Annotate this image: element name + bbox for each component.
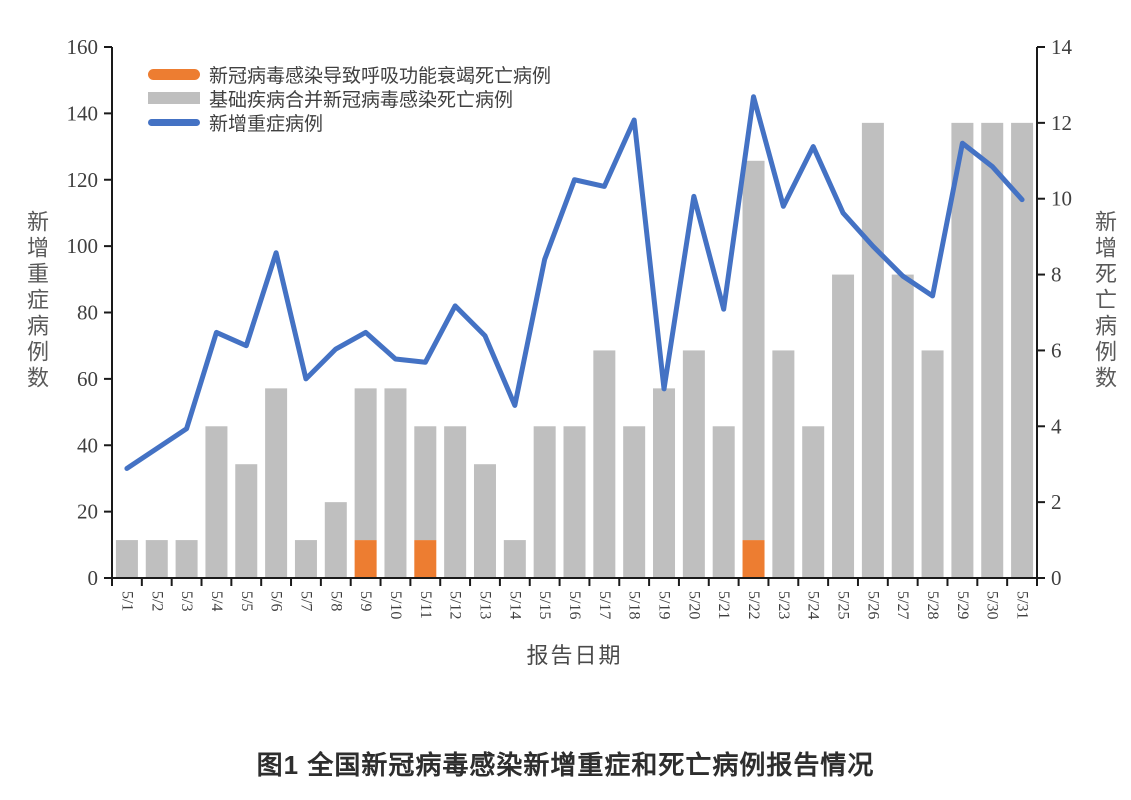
death-bar-gray-5/13 xyxy=(473,464,496,578)
death-bar-gray-5/25 xyxy=(832,274,855,578)
right-axis-tick-label: 14 xyxy=(1051,35,1073,59)
death-bar-gray-5/12 xyxy=(444,426,467,578)
left-axis-tick-label: 80 xyxy=(77,301,98,325)
x-axis-tick-label: 5/16 xyxy=(566,591,583,619)
death-bar-gray-5/5 xyxy=(235,464,258,578)
right-axis-tick-label: 12 xyxy=(1051,111,1072,135)
legend-swatch-gray xyxy=(148,92,200,104)
x-axis-tick-label: 5/31 xyxy=(1014,591,1031,619)
death-bar-gray-5/16 xyxy=(563,426,586,578)
x-axis-tick-label: 5/12 xyxy=(447,591,464,619)
x-axis-tick-label: 5/14 xyxy=(506,591,523,619)
chart-plot: 0 20 40 60 80 100 120 140 160 0 2 4 6 8 10 12 14 5/1 5/2 5/… xyxy=(67,35,1073,619)
x-axis-tick-label: 5/11 xyxy=(417,591,434,619)
death-bar-gray-5/31 xyxy=(1011,122,1034,578)
left-axis-tick-label: 20 xyxy=(77,500,98,524)
death-bar-gray-5/4 xyxy=(205,426,228,578)
death-bar-gray-5/14 xyxy=(503,540,526,578)
x-axis-tick-label: 5/20 xyxy=(685,591,702,619)
death-bar-gray-5/22 xyxy=(742,160,765,541)
death-bar-orange-5/9 xyxy=(354,540,377,578)
right-axis-tick-label: 10 xyxy=(1051,187,1072,211)
x-axis-tick-label: 5/22 xyxy=(745,591,762,619)
death-bar-gray-5/17 xyxy=(593,350,616,578)
left-axis-tick-label: 0 xyxy=(88,566,99,590)
legend: 新冠病毒感染导致呼吸功能衰竭死亡病例 基础疾病合并新冠病毒感染死亡病例 新增重症… xyxy=(148,62,552,135)
left-axis-tick-label: 100 xyxy=(67,234,99,258)
figure-caption: 图1 全国新冠病毒感染新增重症和死亡病例报告情况 xyxy=(256,750,875,780)
death-bar-gray-5/11 xyxy=(414,426,437,541)
x-axis-tick-label: 5/30 xyxy=(984,591,1001,619)
x-axis-tick-label: 5/26 xyxy=(864,591,881,619)
death-bar-gray-5/23 xyxy=(772,350,795,578)
death-bar-gray-5/7 xyxy=(294,540,317,578)
death-bar-gray-5/24 xyxy=(802,426,825,578)
left-axis-tick-label: 40 xyxy=(77,433,98,457)
legend-item-underlying-disease-deaths: 基础疾病合并新冠病毒感染死亡病例 xyxy=(148,86,551,111)
x-axis-tick-label: 5/8 xyxy=(327,591,344,611)
death-bar-gray-5/19 xyxy=(653,388,676,578)
left-axis-title: 新增重症病例数 xyxy=(24,210,49,392)
death-bar-gray-5/1 xyxy=(115,540,138,578)
x-axis-tick-label: 5/29 xyxy=(954,591,971,619)
x-axis-tick-label: 5/27 xyxy=(894,591,911,619)
x-axis-tick-label: 5/18 xyxy=(626,591,643,619)
death-bar-gray-5/29 xyxy=(951,122,974,578)
death-bar-gray-5/3 xyxy=(175,540,198,578)
right-axis-tick-label: 6 xyxy=(1051,338,1062,362)
legend-swatch-orange xyxy=(148,68,200,80)
legend-item-new-severe-cases: 新增重症病例 xyxy=(148,110,551,135)
death-bar-gray-5/20 xyxy=(682,350,705,578)
x-axis-tick-label: 5/19 xyxy=(656,591,673,619)
x-axis-tick-label: 5/21 xyxy=(715,591,732,619)
x-axis-tick-label: 5/9 xyxy=(357,591,374,611)
right-axis-tick-label: 0 xyxy=(1051,566,1062,590)
x-axis-tick-label: 5/13 xyxy=(476,591,493,619)
x-axis-tick-label: 5/4 xyxy=(208,591,225,611)
x-axis-tick-label: 5/7 xyxy=(297,591,314,611)
death-bar-gray-5/18 xyxy=(623,426,646,578)
x-axis-tick-label: 5/2 xyxy=(148,591,165,611)
x-axis-tick-label: 5/3 xyxy=(178,591,195,611)
x-axis-tick-label: 5/28 xyxy=(924,591,941,619)
x-axis-tick-label: 5/1 xyxy=(118,591,135,611)
legend-label: 新冠病毒感染导致呼吸功能衰竭死亡病例 xyxy=(209,65,552,87)
death-bar-gray-5/26 xyxy=(861,122,884,578)
legend-item-respiratory-failure-deaths: 新冠病毒感染导致呼吸功能衰竭死亡病例 xyxy=(148,62,552,87)
death-bar-gray-5/9 xyxy=(354,388,377,541)
legend-label: 基础疾病合并新冠病毒感染死亡病例 xyxy=(209,89,514,111)
death-bar-gray-5/21 xyxy=(712,426,735,578)
death-bar-orange-5/11 xyxy=(414,540,437,578)
x-axis-tick-label: 5/23 xyxy=(775,591,792,619)
x-axis-tick-label: 5/15 xyxy=(536,591,553,619)
death-bar-gray-5/2 xyxy=(145,540,168,578)
right-axis-tick-label: 2 xyxy=(1051,490,1062,514)
x-axis-title: 报告日期 xyxy=(526,643,623,668)
death-bar-gray-5/8 xyxy=(324,502,347,578)
left-axis-tick-label: 120 xyxy=(67,168,99,192)
legend-swatch-blue-line xyxy=(148,118,200,126)
death-bar-gray-5/27 xyxy=(891,274,914,578)
x-axis-tick-label: 5/24 xyxy=(805,591,822,619)
x-axis-tick-label: 5/10 xyxy=(387,591,404,619)
death-bar-gray-5/10 xyxy=(384,388,407,578)
right-axis-tick-label: 4 xyxy=(1051,414,1062,438)
x-axis-tick-label: 5/25 xyxy=(835,591,852,619)
right-axis-tick-label: 8 xyxy=(1051,263,1062,287)
death-bar-gray-5/30 xyxy=(981,122,1004,578)
x-axis-tick-label: 5/17 xyxy=(596,591,613,619)
death-bar-gray-5/28 xyxy=(921,350,944,578)
x-axis-tick-label: 5/6 xyxy=(268,591,285,611)
left-axis-tick-label: 140 xyxy=(67,101,99,125)
death-bar-orange-5/22 xyxy=(742,540,765,578)
legend-label: 新增重症病例 xyxy=(209,113,324,135)
right-axis-title: 新增死亡病例数 xyxy=(1092,210,1117,392)
death-bar-gray-5/15 xyxy=(533,426,556,578)
x-axis-tick-label: 5/5 xyxy=(238,591,255,611)
severe-cases-line xyxy=(124,94,1025,471)
left-axis-tick-label: 60 xyxy=(77,367,98,391)
left-axis-tick-label: 160 xyxy=(67,35,99,59)
death-bar-gray-5/6 xyxy=(265,388,288,578)
